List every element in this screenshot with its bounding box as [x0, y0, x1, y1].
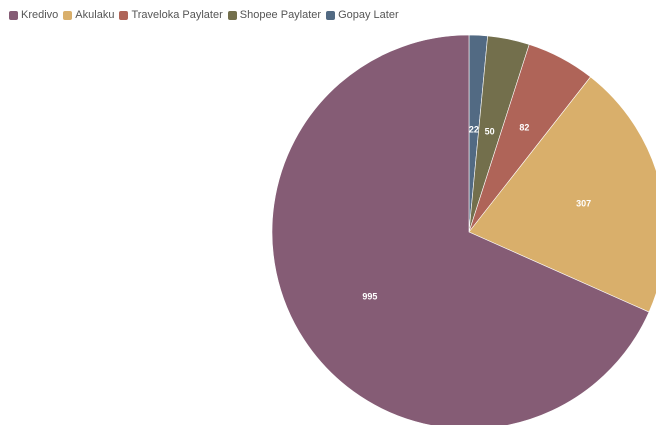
- legend-label: Kredivo: [21, 9, 59, 21]
- legend-swatch: [119, 10, 129, 20]
- legend-item[interactable]: Gopay Later: [326, 9, 399, 21]
- pie-slice[interactable]: [468, 76, 656, 313]
- legend-swatch: [227, 10, 237, 20]
- legend-item[interactable]: Traveloka Paylater: [119, 9, 223, 21]
- chart-legend: Kredivo Akulaku Traveloka Paylater Shopee P…: [9, 9, 404, 21]
- slice-data-label: 995: [362, 291, 377, 301]
- slice-data-label: 82: [519, 123, 529, 133]
- legend-item[interactable]: Akulaku: [63, 9, 114, 21]
- slice-data-label: 307: [576, 198, 591, 208]
- legend-label: Gopay Later: [338, 9, 399, 21]
- pie-slice[interactable]: [271, 34, 650, 425]
- legend-item[interactable]: Kredivo: [9, 9, 58, 21]
- legend-swatch: [63, 10, 73, 20]
- slice-data-label: 50: [485, 127, 495, 137]
- legend-label: Akulaku: [75, 9, 115, 21]
- legend-label: Traveloka Paylater: [131, 9, 223, 21]
- legend-swatch: [9, 10, 18, 20]
- legend-label: Shopee Paylater: [239, 9, 322, 21]
- slice-data-label: 22: [469, 125, 479, 135]
- legend-item[interactable]: Shopee Paylater: [227, 9, 322, 21]
- legend-swatch: [326, 10, 336, 20]
